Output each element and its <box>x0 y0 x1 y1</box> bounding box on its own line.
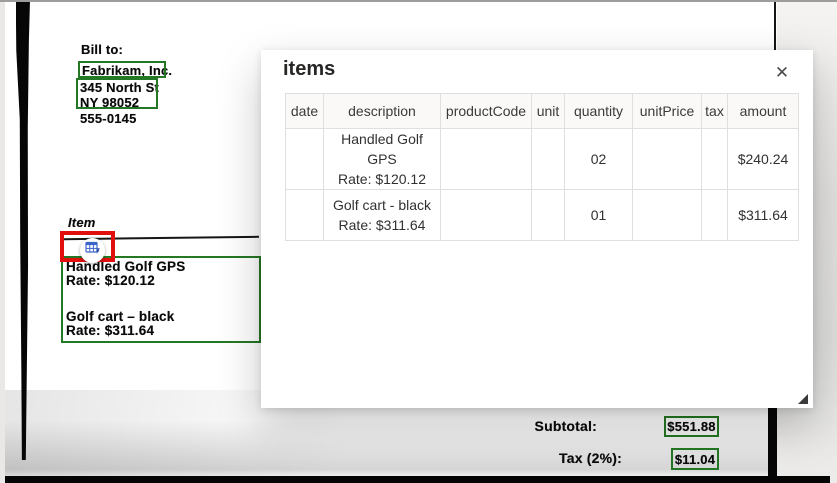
field-highlight-recipient[interactable] <box>78 61 166 78</box>
bill-to-recipient: Fabrikam, Inc. <box>82 63 173 78</box>
cell-date <box>285 189 324 241</box>
tax-value: $11.04 <box>674 451 716 467</box>
description-line-1: Handled Golf GPS <box>341 131 423 167</box>
items-popup: items ✕ date description productCode uni… <box>261 50 813 408</box>
field-highlight-address[interactable] <box>76 78 158 109</box>
column-header-unitPrice: unitPrice <box>632 93 702 129</box>
cell-unitPrice <box>632 128 702 190</box>
table-icon <box>84 241 101 260</box>
cell-tax <box>701 128 728 190</box>
cell-productCode <box>440 128 532 190</box>
column-header-amount: amount <box>727 93 799 129</box>
table-header-row: date description productCode unit quanti… <box>285 93 799 129</box>
popup-title: items <box>283 58 336 80</box>
item1-name: Handled Golf GPS <box>66 259 186 274</box>
items-table: date description productCode unit quanti… <box>285 93 799 241</box>
cell-unit <box>531 189 565 241</box>
item1-rate: Rate: $120.12 <box>66 273 155 288</box>
cell-amount: $311.64 <box>727 189 799 241</box>
column-header-unit: unit <box>531 93 565 129</box>
tax-label: Tax (2%): <box>559 450 622 466</box>
cell-unit <box>531 128 565 190</box>
cell-amount: $240.24 <box>727 128 799 190</box>
subtotal-value: $551.88 <box>667 419 716 434</box>
address-line-1: 345 North St <box>80 80 159 95</box>
item-gap <box>66 288 185 310</box>
bill-to-address: 345 North St NY 98052 <box>80 80 159 110</box>
column-header-productCode: productCode <box>440 93 532 129</box>
bill-to-phone: 555-0145 <box>80 111 137 126</box>
column-header-quantity: quantity <box>564 93 633 129</box>
cell-quantity: 02 <box>564 128 633 190</box>
cell-unitPrice <box>632 189 702 241</box>
subtotal-label: Subtotal: <box>534 418 597 434</box>
cell-tax <box>701 189 728 241</box>
scan-shading-bottom <box>5 420 777 476</box>
description-line-1: Golf cart - black <box>332 197 432 213</box>
description-line-2: Rate: $120.12 <box>338 171 426 187</box>
item2-name: Golf cart – black <box>66 309 175 324</box>
cell-date <box>285 128 324 190</box>
table-row: Golf cart - black Rate: $311.64 01 $311.… <box>285 189 799 241</box>
column-header-date: date <box>285 93 324 129</box>
column-header-tax: tax <box>701 93 728 129</box>
description-line-2: Rate: $311.64 <box>338 217 426 233</box>
scan-artifact-right-line <box>774 0 776 54</box>
scan-top-edge <box>0 0 837 2</box>
resize-handle-icon[interactable] <box>798 391 808 404</box>
item2-rate: Rate: $311.64 <box>66 323 155 338</box>
close-icon[interactable]: ✕ <box>774 63 790 82</box>
table-row: Handled Golf GPS Rate: $120.12 02 $240.2… <box>285 128 799 190</box>
field-highlight-items[interactable] <box>61 256 261 343</box>
column-header-description: description <box>323 93 441 129</box>
cell-quantity: 01 <box>564 189 633 241</box>
cell-description: Handled Golf GPS Rate: $120.12 <box>323 128 441 190</box>
scan-artifact-bottom-strip <box>5 476 830 483</box>
address-line-2: NY 98052 <box>80 95 140 110</box>
item-column-heading: Item <box>68 215 96 230</box>
field-highlight-subtotal[interactable]: $551.88 <box>664 416 719 437</box>
bill-to-label: Bill to: <box>81 42 124 57</box>
cell-description: Golf cart - black Rate: $311.64 <box>323 189 441 241</box>
item-lines: Handled Golf GPS Rate: $120.12 Golf cart… <box>66 260 185 338</box>
cell-productCode <box>440 189 532 241</box>
table-field-badge[interactable] <box>80 238 105 263</box>
field-highlight-tax[interactable]: $11.04 <box>671 448 719 470</box>
